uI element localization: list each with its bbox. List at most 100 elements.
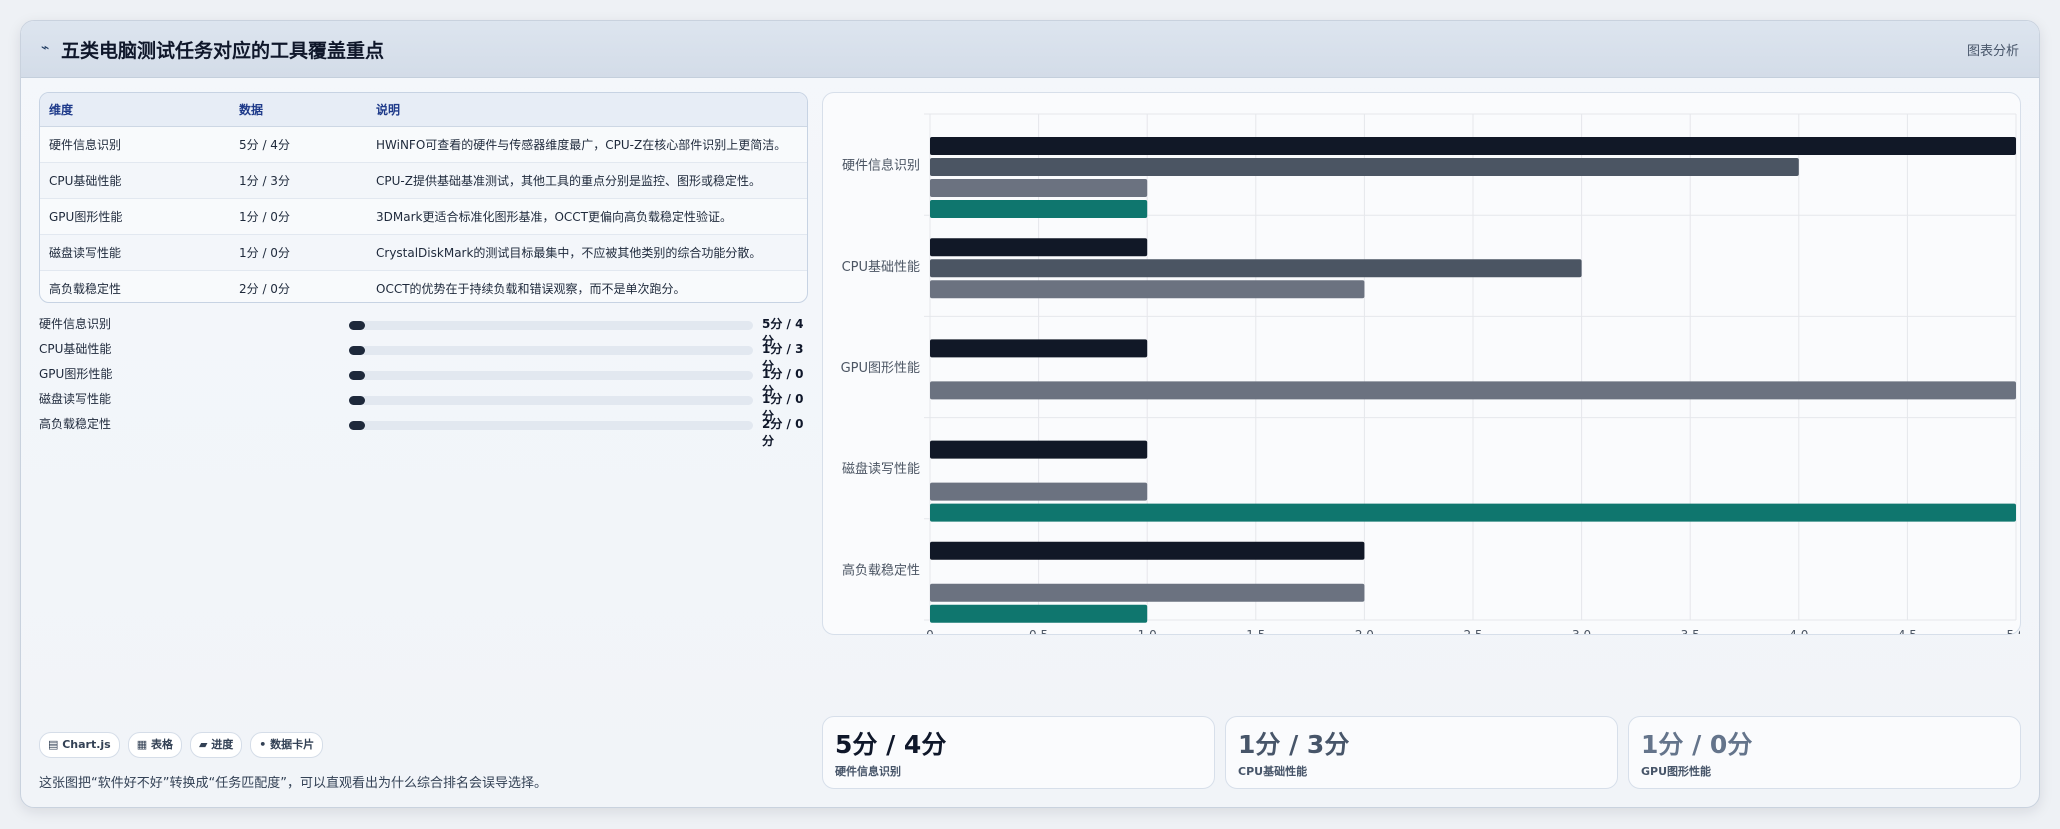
progress-row: GPU图形性能 1分 / 0分 (39, 360, 809, 398)
bar (930, 583, 1365, 602)
bar (930, 200, 1148, 218)
progress-value: 2分 / 0分 (762, 417, 804, 448)
table-row: CPU基础性能 1分 / 3分 CPU-Z提供基础基准测试，其他工具的重点分别是… (40, 162, 807, 199)
progress-track (349, 421, 753, 430)
kpi-value: 5分 / 4分 (835, 730, 947, 759)
y-tick-label: 高负载稳定性 (842, 562, 920, 578)
progress-row: 高负载稳定性 2分 / 0分 (39, 410, 809, 448)
app-window: ⌁ 五类电脑测试任务对应的工具覆盖重点 图表分析 维度 数据 说明 硬件信息识别… (20, 20, 2040, 808)
kpi-label: 硬件信息识别 (835, 765, 901, 778)
bar (930, 280, 1365, 299)
progress-label: 磁盘读写性能 (39, 392, 112, 406)
kpi-card: 5分 / 4分 硬件信息识别 (822, 716, 1215, 789)
x-tick-label: 2.0 (1355, 628, 1374, 634)
bar (930, 179, 1148, 197)
y-tick-label: 磁盘读写性能 (842, 461, 920, 477)
cell-data: 1分 / 0分 (230, 198, 367, 235)
column-header-dimension: 维度 (40, 93, 230, 127)
progress-label: GPU图形性能 (39, 367, 113, 381)
cell-data: 1分 / 0分 (230, 234, 367, 271)
column-header-data: 数据 (230, 93, 367, 127)
x-tick-label: 4.0 (1789, 628, 1808, 634)
table-row: GPU图形性能 1分 / 0分 3DMark更适合标准化图形基准，OCCT更偏向… (40, 198, 807, 235)
header-bar: ⌁ 五类电脑测试任务对应的工具覆盖重点 图表分析 (21, 21, 2039, 78)
progress-fill (349, 321, 366, 330)
table-row: 高负载稳定性 2分 / 0分 OCCT的优势在于持续负载和错误观察，而不是单次跑… (40, 271, 807, 303)
data-table-card: 维度 数据 说明 硬件信息识别 5分 / 4分 HWiNFO可查看的硬件与传感器… (39, 92, 808, 303)
x-tick-label: 1.5 (1246, 628, 1265, 634)
progress-track (349, 346, 753, 355)
progress-value: 1分 / 0分 (762, 392, 804, 423)
cell-description: 3DMark更适合标准化图形基准，OCCT更偏向高负载稳定性验证。 (367, 198, 807, 235)
chip-chartjs[interactable]: ▤ Chart.js (39, 732, 120, 758)
progress-label: CPU基础性能 (39, 342, 112, 356)
x-tick-label: 1.0 (1138, 628, 1157, 634)
y-tick-label: 硬件信息识别 (842, 158, 920, 174)
progress-row: CPU基础性能 1分 / 3分 (39, 335, 809, 373)
cell-dimension: 硬件信息识别 (40, 126, 230, 163)
bar (930, 381, 2016, 400)
bar (930, 503, 2016, 522)
progress-value: 5分 / 4分 (762, 317, 804, 348)
progress-row: 磁盘读写性能 1分 / 0分 (39, 385, 809, 423)
bar (930, 259, 1582, 278)
bar (930, 137, 2016, 155)
bar (930, 541, 1365, 560)
progress-fill (349, 371, 366, 380)
progress-track (349, 396, 753, 405)
y-tick-label: CPU基础性能 (842, 260, 920, 275)
bar (930, 440, 1148, 459)
cell-dimension: CPU基础性能 (40, 162, 230, 199)
x-tick-label: 0.5 (1029, 628, 1048, 634)
progress-label: 硬件信息识别 (39, 317, 112, 331)
cell-data: 2分 / 0分 (239, 282, 290, 296)
x-tick-label: 2.5 (1463, 628, 1482, 634)
chip-progress[interactable]: ▰ 进度 (189, 732, 243, 758)
cell-data: 1分 / 3分 (230, 162, 367, 199)
kpi-label: CPU基础性能 (1238, 765, 1308, 778)
chip-data-cards[interactable]: • 数据卡片 (250, 732, 324, 758)
bar (930, 158, 1799, 176)
chart-analysis-link[interactable]: 图表分析 (1966, 44, 2019, 59)
table-row: 磁盘读写性能 1分 / 0分 CrystalDiskMark的测试目标最集中，不… (40, 234, 807, 271)
kpi-card: 1分 / 0分 GPU图形性能 (1628, 716, 2021, 789)
x-tick-label: 3.5 (1681, 628, 1700, 634)
progress-fill (349, 346, 366, 355)
progress-fill (349, 396, 366, 405)
trend-icon: ⌁ (41, 40, 50, 56)
bar (930, 238, 1148, 257)
table-row: 硬件信息识别 5分 / 4分 HWiNFO可查看的硬件与传感器维度最广，CPU-… (40, 126, 807, 163)
cell-data: 5分 / 4分 (230, 126, 367, 163)
view-chips: ▤ Chart.js ▦ 表格 ▰ 进度 • 数据卡片 (39, 732, 324, 758)
table-header-row: 维度 数据 说明 (40, 93, 807, 127)
progress-track (349, 371, 753, 380)
data-table: 维度 数据 说明 硬件信息识别 5分 / 4分 HWiNFO可查看的硬件与传感器… (40, 93, 807, 303)
progress-label: 高负载稳定性 (39, 417, 112, 431)
x-tick-label: 0 (926, 628, 934, 634)
cell-dimension: GPU图形性能 (40, 198, 230, 235)
x-tick-label: 5.0 (2006, 628, 2020, 634)
cell-description: CrystalDiskMark的测试目标最集中，不应被其他类别的综合功能分散。 (367, 234, 807, 271)
progress-value: 1分 / 0分 (762, 367, 804, 398)
footnote: 这张图把“软件好不好”转换成“任务匹配度”，可以直观看出为什么综合排名会误导选择… (39, 776, 547, 791)
x-tick-label: 4.5 (1898, 628, 1917, 634)
page-title: 五类电脑测试任务对应的工具覆盖重点 (61, 40, 385, 62)
cell-dimension: 高负载稳定性 (49, 282, 122, 296)
cell-description: OCCT的优势在于持续负载和错误观察，而不是单次跑分。 (376, 282, 686, 296)
cell-description: CPU-Z提供基础基准测试，其他工具的重点分别是监控、图形或稳定性。 (367, 162, 807, 199)
bar (930, 604, 1148, 623)
x-tick-label: 3.0 (1572, 628, 1591, 634)
progress-list: 硬件信息识别 5分 / 4分 CPU基础性能 1分 / 3分 GPU图形性能 1… (39, 310, 809, 448)
bar (930, 339, 1148, 358)
kpi-label: GPU图形性能 (1641, 765, 1712, 778)
cell-description: HWiNFO可查看的硬件与传感器维度最广，CPU-Z在核心部件识别上更简洁。 (367, 126, 807, 163)
bar (930, 482, 1148, 501)
kpi-value: 1分 / 0分 (1641, 730, 1753, 759)
progress-track (349, 321, 753, 330)
kpi-value: 1分 / 3分 (1238, 730, 1350, 759)
y-tick-label: GPU图形性能 (841, 361, 920, 376)
chip-table[interactable]: ▦ 表格 (127, 732, 182, 758)
column-header-description: 说明 (367, 93, 807, 127)
